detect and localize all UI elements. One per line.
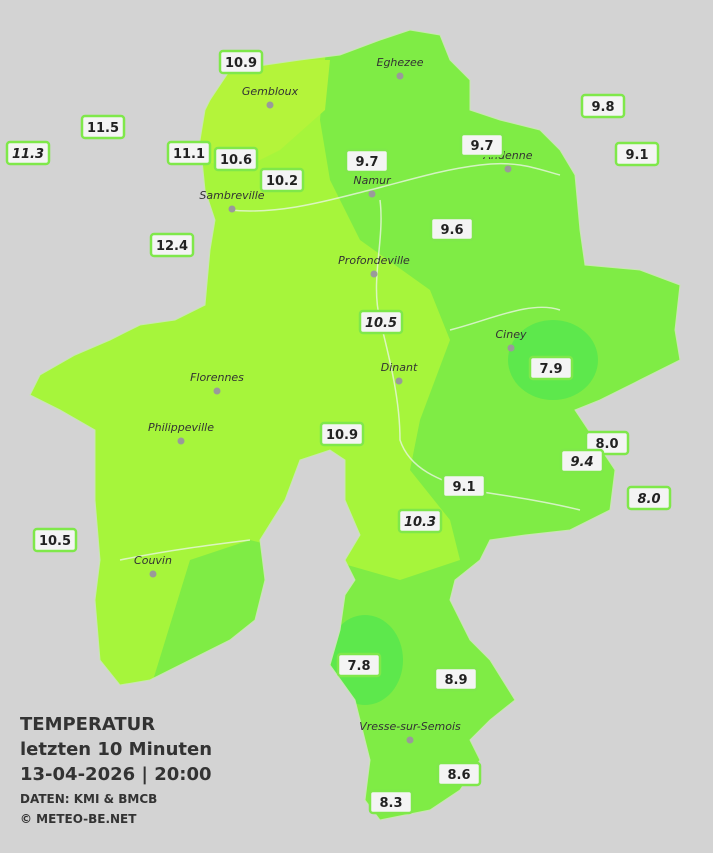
station-value: 12.4: [156, 239, 188, 254]
city-label: Florennes: [190, 371, 244, 384]
station-value: 9.7: [470, 139, 493, 154]
station-value: 10.5: [365, 316, 397, 331]
station-value: 10.2: [266, 174, 298, 189]
city-dot: [177, 437, 185, 445]
station-box: [213, 146, 259, 172]
credit-line: DATEN: KMI & BMCB: [20, 792, 157, 806]
station-value: 10.9: [326, 428, 358, 443]
station-box: [319, 421, 365, 447]
station-value: 7.9: [539, 362, 562, 377]
station-value: 8.0: [595, 437, 618, 452]
station-box: [358, 309, 404, 335]
station-value: 8.0: [637, 492, 660, 507]
station-box: [626, 485, 672, 511]
station-box: [368, 789, 414, 815]
station-box: [336, 652, 382, 678]
station-box: [580, 93, 626, 119]
city-dot: [395, 377, 403, 385]
station-box: [5, 140, 51, 166]
station-value: 9.6: [440, 223, 463, 238]
title-line: letzten 10 Minuten: [20, 739, 212, 760]
station-box: [614, 141, 660, 167]
title-line: 13-04-2026 | 20:00: [20, 764, 212, 785]
city-label: Vresse-sur-Semois: [359, 720, 461, 733]
station-value: 11.3: [12, 147, 44, 162]
station-box: [459, 132, 505, 158]
zone-light: [200, 60, 330, 170]
station-value: 10.3: [404, 515, 436, 530]
credit-line: © METEO-BE.NET: [20, 812, 137, 826]
station-box: [397, 508, 443, 534]
city-dot: [507, 344, 515, 352]
city-label: Dinant: [381, 361, 418, 374]
station-box: [559, 448, 605, 474]
station-box: [436, 761, 482, 787]
station-value: 9.1: [452, 480, 475, 495]
title-line: TEMPERATUR: [20, 714, 155, 735]
station-box: [166, 140, 212, 166]
city-dot: [213, 387, 221, 395]
station-box: [441, 473, 487, 499]
city-dot: [266, 101, 274, 109]
station-value: 10.9: [225, 56, 257, 71]
station-value: 10.5: [39, 534, 71, 549]
station-box: [344, 148, 390, 174]
station-value: 10.6: [220, 153, 252, 168]
station-value: 9.8: [591, 100, 614, 115]
station-box: [32, 527, 78, 553]
city-dot: [370, 270, 378, 278]
city-dot: [368, 190, 376, 198]
station-box: [218, 49, 264, 75]
station-value: 8.3: [379, 796, 402, 811]
station-value: 9.1: [625, 148, 648, 163]
station-box: [528, 355, 574, 381]
city-dot: [504, 165, 512, 173]
city-label: Eghezee: [377, 56, 424, 69]
city-label: Couvin: [134, 554, 172, 567]
station-value: 7.8: [347, 659, 370, 674]
station-box: [429, 216, 475, 242]
station-value: 9.4: [570, 455, 593, 470]
river: [119, 162, 581, 561]
city-dot: [149, 570, 157, 578]
city-label: Sambreville: [199, 189, 264, 202]
station-value: 8.9: [444, 673, 467, 688]
station-value: 8.6: [447, 768, 470, 783]
station-box: [149, 232, 195, 258]
city-label: Gembloux: [242, 85, 299, 98]
city-label: Namur: [353, 174, 392, 187]
city-dot: [396, 72, 404, 80]
city-dot: [406, 736, 414, 744]
station-value: 11.1: [173, 147, 205, 162]
station-value: 11.5: [87, 121, 119, 136]
station-box: [433, 666, 479, 692]
city-dot: [228, 205, 236, 213]
city-label: Ciney: [496, 328, 527, 341]
station-box: [80, 114, 126, 140]
station-box: [259, 167, 305, 193]
station-value: 9.7: [355, 155, 378, 170]
station-box: [584, 430, 630, 456]
city-label: Profondeville: [338, 254, 410, 267]
city-label: Philippeville: [148, 421, 214, 434]
